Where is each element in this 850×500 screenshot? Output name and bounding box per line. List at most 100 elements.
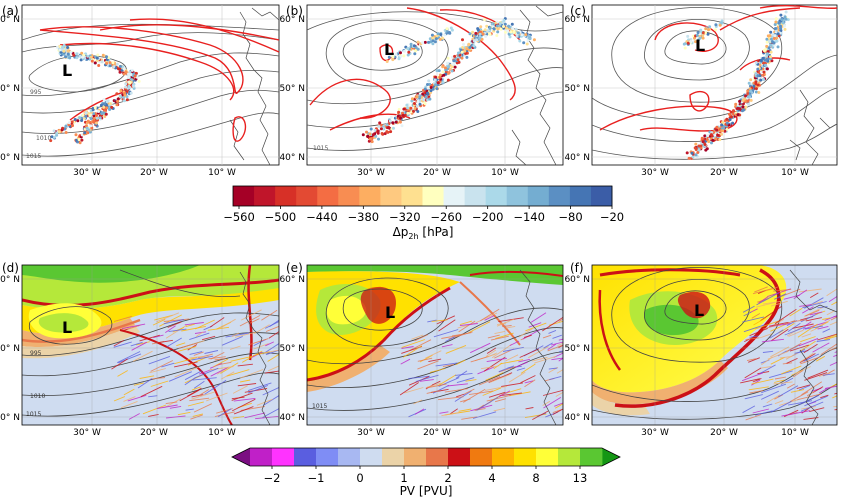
panel-a: L 995 1010 1015 (21, 4, 280, 166)
lat-tick: 50° N (279, 84, 305, 94)
coastline (519, 269, 557, 425)
colorbar-tick-label: −500 (265, 210, 297, 224)
panel-label: (b) (286, 4, 303, 18)
colorbar-cell (360, 448, 383, 466)
lon-tick: 10° W (208, 168, 236, 178)
colorbar-cell (580, 448, 603, 466)
colorbar-cell (316, 448, 339, 466)
low-marker: L (62, 318, 72, 337)
colorbar-cell (359, 186, 381, 206)
colorbar-cell (443, 186, 466, 206)
lat-tick: 60° N (564, 275, 590, 285)
colorbar-cell (380, 186, 402, 206)
lon-tick: 20° W (710, 428, 738, 438)
panel-label: (d) (2, 261, 19, 275)
isobar-label: 1010 (30, 393, 45, 400)
colorbar-cell (254, 186, 276, 206)
panel-label: (c) (570, 4, 586, 18)
panel-d: L 995 1010 1015 (21, 264, 280, 426)
colorbar-cell (506, 186, 529, 206)
colorbar-bottom: −2 −1 0 1 2 4 8 13 PV [PVU] (231, 447, 621, 498)
colorbar-tick-label: −260 (430, 210, 462, 224)
graticule (22, 5, 279, 165)
colorbar-tick-label: −1 (308, 471, 325, 485)
colorbar-tick-label: −380 (348, 210, 380, 224)
colorbar-cell (401, 186, 423, 206)
lon-tick: 30° W (357, 168, 385, 178)
colorbar-cell (317, 186, 339, 206)
lat-tick: 40° N (279, 413, 305, 423)
colorbar-top-ticks: −560 −500 −440 −380 −320 −260 −200 −140 −80 −20 (223, 206, 624, 224)
colorbar-cell (448, 448, 471, 466)
colorbar-cell (569, 186, 592, 206)
lat-tick: 60° N (564, 15, 590, 25)
lon-tick: 30° W (73, 428, 101, 438)
isobars (307, 11, 563, 151)
colorbar-tick-label: 2 (444, 471, 451, 485)
colorbar-cell (275, 186, 297, 206)
colorbar-cell (536, 448, 559, 466)
colorbar-cell (485, 186, 508, 206)
colorbar-cell (250, 448, 273, 466)
colorbar-cell (404, 448, 427, 466)
colorbar-cell (422, 186, 444, 206)
lon-tick: 20° W (710, 168, 738, 178)
colorbar-cell (514, 448, 537, 466)
coastline (789, 269, 837, 425)
lat-tick: 60° N (0, 275, 20, 285)
lat-tick: 60° N (0, 15, 20, 25)
trajectory-dots (682, 10, 790, 160)
pv-filaments (111, 309, 279, 420)
low-marker: L (384, 40, 394, 59)
colorbar-tick-label: −200 (472, 210, 504, 224)
lon-tick: 30° W (641, 168, 669, 178)
lat-tick: 50° N (564, 84, 590, 94)
panel-c: L (591, 4, 838, 166)
colorbar-tick-label: −560 (223, 210, 255, 224)
colorbar-bottom-ticks: −2 −1 0 1 2 4 8 13 (264, 466, 587, 485)
colorbar-extend-max (602, 448, 620, 466)
panel-b: L 1015 (306, 4, 564, 166)
colorbar-cell (590, 186, 613, 206)
colorbar-tick-label: 1 (400, 471, 407, 485)
lon-tick: 10° W (491, 428, 519, 438)
low-marker: L (62, 61, 72, 80)
colorbar-tick-label: −2 (264, 471, 281, 485)
colorbar-cell (233, 186, 255, 206)
colorbar-cell (470, 448, 493, 466)
lat-tick: 60° N (279, 275, 305, 285)
isobar-label: 995 (30, 89, 42, 96)
lon-tick: 20° W (140, 428, 168, 438)
colorbar-cell (294, 448, 317, 466)
colorbar-cell (272, 448, 295, 466)
graticule (307, 265, 563, 425)
colorbar-tick-label: 0 (356, 471, 363, 485)
lon-tick: 10° W (781, 428, 809, 438)
panel-label: (f) (570, 261, 584, 275)
coastline (239, 271, 271, 425)
lon-ticks: 30° W 20° W 10° W 30° W 20° W 10° W 30° … (73, 168, 809, 438)
lat-tick: 40° N (0, 153, 20, 163)
isobar-label: 1015 (26, 411, 41, 418)
panel-f: L (591, 264, 838, 426)
colorbar-cell (558, 448, 581, 466)
colorbar-cell (296, 186, 318, 206)
trajectory-dots (49, 43, 141, 145)
lon-tick: 30° W (357, 428, 385, 438)
lon-tick: 20° W (423, 168, 451, 178)
colorbar-tick-label: −20 (600, 210, 624, 224)
colorbar-cell (338, 448, 361, 466)
colorbar-cell (464, 186, 487, 206)
lat-tick: 50° N (564, 344, 590, 354)
colorbar-tick-label: −440 (306, 210, 338, 224)
colorbar-top-label: Δp2h [hPa] (393, 225, 454, 241)
colorbar-cell (492, 448, 515, 466)
lat-tick: 50° N (0, 344, 20, 354)
trajectory-dots (361, 17, 536, 144)
lon-tick: 30° W (73, 168, 101, 178)
isobar-label: 1015 (26, 153, 41, 160)
lat-tick: 40° N (564, 153, 590, 163)
isobar-label: 995 (30, 350, 42, 357)
lat-tick: 60° N (279, 15, 305, 25)
